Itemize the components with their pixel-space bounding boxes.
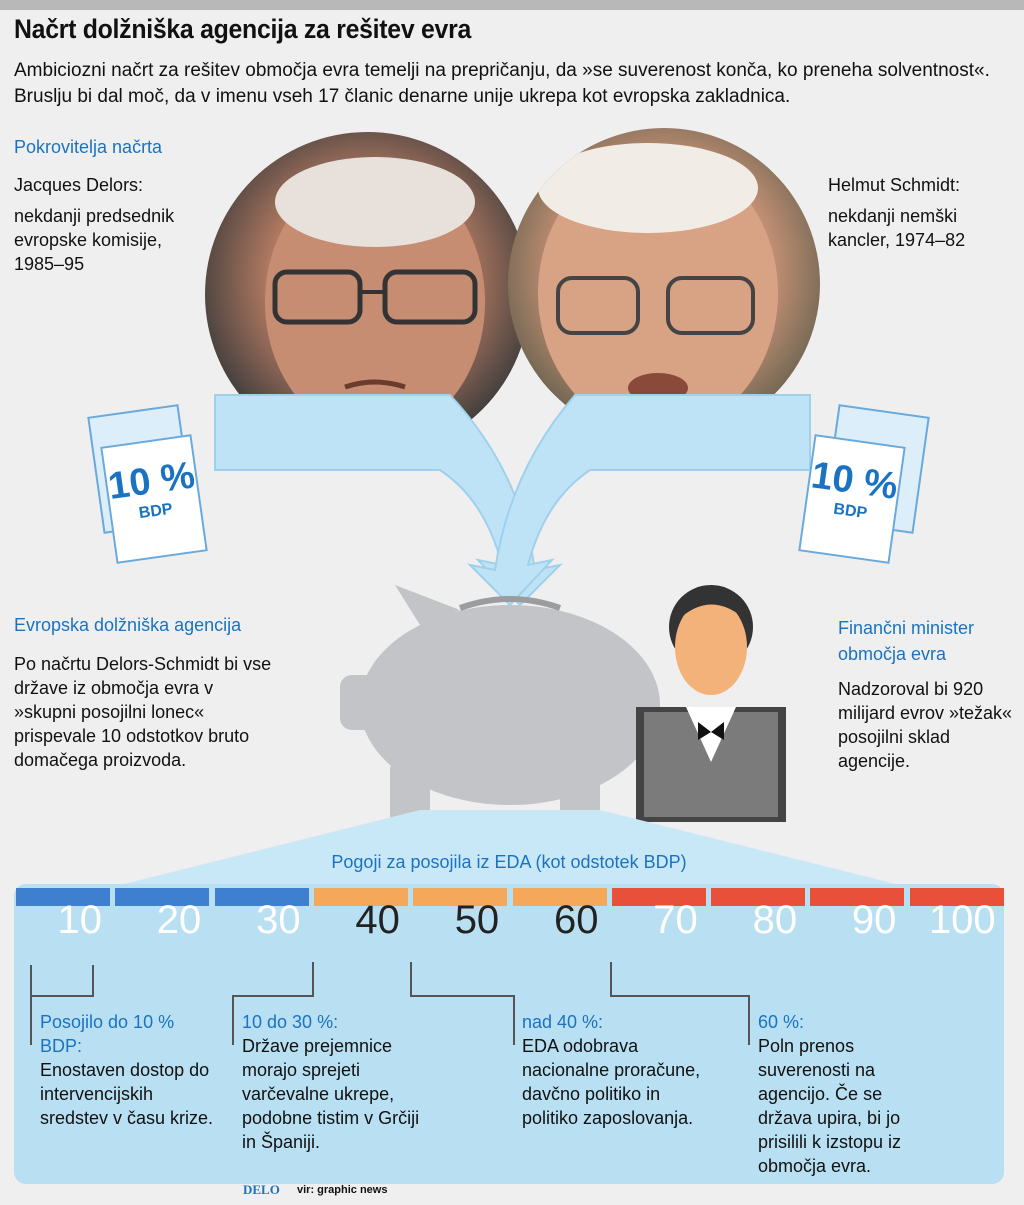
scale-segment-20: 20 [115, 888, 210, 944]
scale-segment-100: 100 [909, 888, 1004, 944]
minister-text: Nadzoroval bi 920 milijard evrov »težak«… [838, 679, 1013, 771]
leader-line-2v [312, 962, 314, 997]
leader-line-4v [610, 962, 612, 997]
right-arrow [466, 394, 811, 607]
delors-face-icon [265, 157, 485, 437]
scale-label-90: 90 [851, 898, 897, 942]
scale-segment-50: 50 [413, 888, 508, 944]
scale-segment-10: 10 [16, 888, 110, 944]
scale-stripe-40 [313, 888, 408, 906]
piggy-bank-icon [340, 585, 660, 830]
agency-text: Po načrtu Delors-Schmidt bi vse države i… [14, 654, 272, 770]
leader-line-2h [232, 995, 314, 997]
scale-label-60: 60 [554, 898, 599, 942]
scale-stripe-90 [810, 888, 905, 906]
scale-title: Pogoji za posojila iz EDA (kot odstotek … [331, 852, 687, 872]
scale-label-40: 40 [355, 898, 400, 942]
scale-stripe-20 [115, 888, 210, 906]
condition-3-head: nad 40 %: [522, 1012, 604, 1032]
delo-logo: DELO [243, 1182, 280, 1197]
right-doc-front: 10 % BDP [798, 434, 906, 564]
condition-2-body: Države prejemnice morajo sprejeti varčev… [242, 1036, 420, 1152]
schmidt-desc: nekdanji nemški kancler, 1974–82 [828, 206, 966, 250]
scale-label-50: 50 [454, 898, 500, 942]
left-doc-front: 10 % BDP [100, 434, 208, 564]
scale-segment-90: 90 [810, 888, 905, 944]
page-title: Načrt dolžniška agencija za rešitev evra [14, 14, 472, 44]
condition-4: 60 %: Poln prenos suverenosti na agencij… [758, 1010, 938, 1178]
condition-2: 10 do 30 %: Države prejemnice morajo spr… [242, 1010, 422, 1154]
leader-line-2d [232, 995, 234, 1045]
leader-line-1h [30, 995, 92, 997]
condition-2-head: 10 do 30 %: [242, 1012, 339, 1032]
scale-segment-80: 80 [711, 888, 806, 944]
condition-4-body: Poln prenos suverenosti na agencijo. Če … [758, 1036, 902, 1176]
delors-desc: nekdanji predsednik evropske komisije, 1… [14, 206, 175, 274]
leader-line-3d [513, 995, 515, 1045]
top-bar [0, 0, 1024, 10]
leader-line-4d [748, 995, 750, 1045]
condition-4-head: 60 %: [758, 1012, 805, 1032]
left-arrow [214, 394, 564, 607]
scale-label-10: 10 [57, 898, 103, 942]
scale-stripe-50 [413, 888, 508, 906]
schmidt-face-icon [538, 143, 778, 433]
intro-text: Ambiciozni načrt za rešitev območja evra… [14, 60, 990, 107]
schmidt-portrait [508, 128, 820, 440]
leader-line-1v [92, 965, 94, 997]
condition-3-body: EDA odobrava nacionalne proračune, davčn… [522, 1036, 701, 1128]
scale-stripe-10 [16, 888, 110, 906]
agency-heading: Evropska dolžniška agencija [14, 615, 242, 635]
scale-segment-70: 70 [611, 888, 706, 944]
scale-stripe-60 [512, 888, 607, 906]
scale-label-80: 80 [752, 898, 798, 942]
scale-stripe-80 [711, 888, 806, 906]
beam-graphic [120, 810, 900, 885]
leader-line-3v [410, 962, 412, 997]
schmidt-name: Helmut Schmidt: [828, 175, 961, 195]
condition-1: Posojilo do 10 % BDP: Enostaven dostop d… [40, 1010, 220, 1130]
scale-stripe-70 [611, 888, 706, 906]
scale-label-30: 30 [256, 898, 301, 942]
scale-label-70: 70 [653, 898, 698, 942]
scale-label-100: 100 [928, 898, 996, 942]
leader-line-3h [410, 995, 515, 997]
minister-heading: Finančni minister območja evra [838, 618, 975, 664]
scale-segment-30: 30 [214, 888, 309, 944]
leader-line-4h [610, 995, 750, 997]
condition-3: nad 40 %: EDA odobrava nacionalne prorač… [522, 1010, 702, 1130]
scale-stripe-100 [909, 888, 1004, 906]
source-credit: vir: graphic news [297, 1184, 388, 1196]
sponsors-heading: Pokrovitelja načrta [14, 137, 163, 157]
condition-1-head: Posojilo do 10 % BDP: [40, 1012, 175, 1056]
scale-label-20: 20 [156, 898, 202, 942]
scale-stripe-30 [214, 888, 309, 906]
condition-1-body: Enostaven dostop do intervencijskih sred… [40, 1060, 214, 1128]
scale-segment-60: 60 [512, 888, 607, 944]
scale-segment-40: 40 [313, 888, 408, 944]
minister-icon [636, 585, 786, 822]
conditions-panel [14, 884, 1004, 1184]
delors-name: Jacques Delors: [14, 175, 144, 195]
leader-line-1d [30, 995, 32, 1045]
leader-line-1 [30, 965, 94, 1000]
